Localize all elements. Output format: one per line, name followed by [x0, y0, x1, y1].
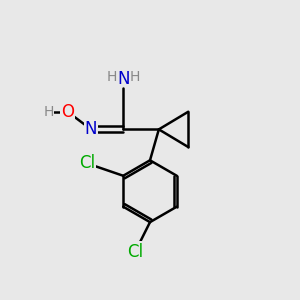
Text: N: N	[85, 120, 98, 138]
Text: H: H	[107, 70, 118, 84]
Text: Cl: Cl	[79, 154, 95, 172]
Text: Cl: Cl	[127, 243, 143, 261]
Text: N: N	[117, 70, 130, 88]
Text: H: H	[130, 70, 140, 84]
Text: O: O	[61, 103, 74, 121]
Text: H: H	[43, 105, 54, 119]
